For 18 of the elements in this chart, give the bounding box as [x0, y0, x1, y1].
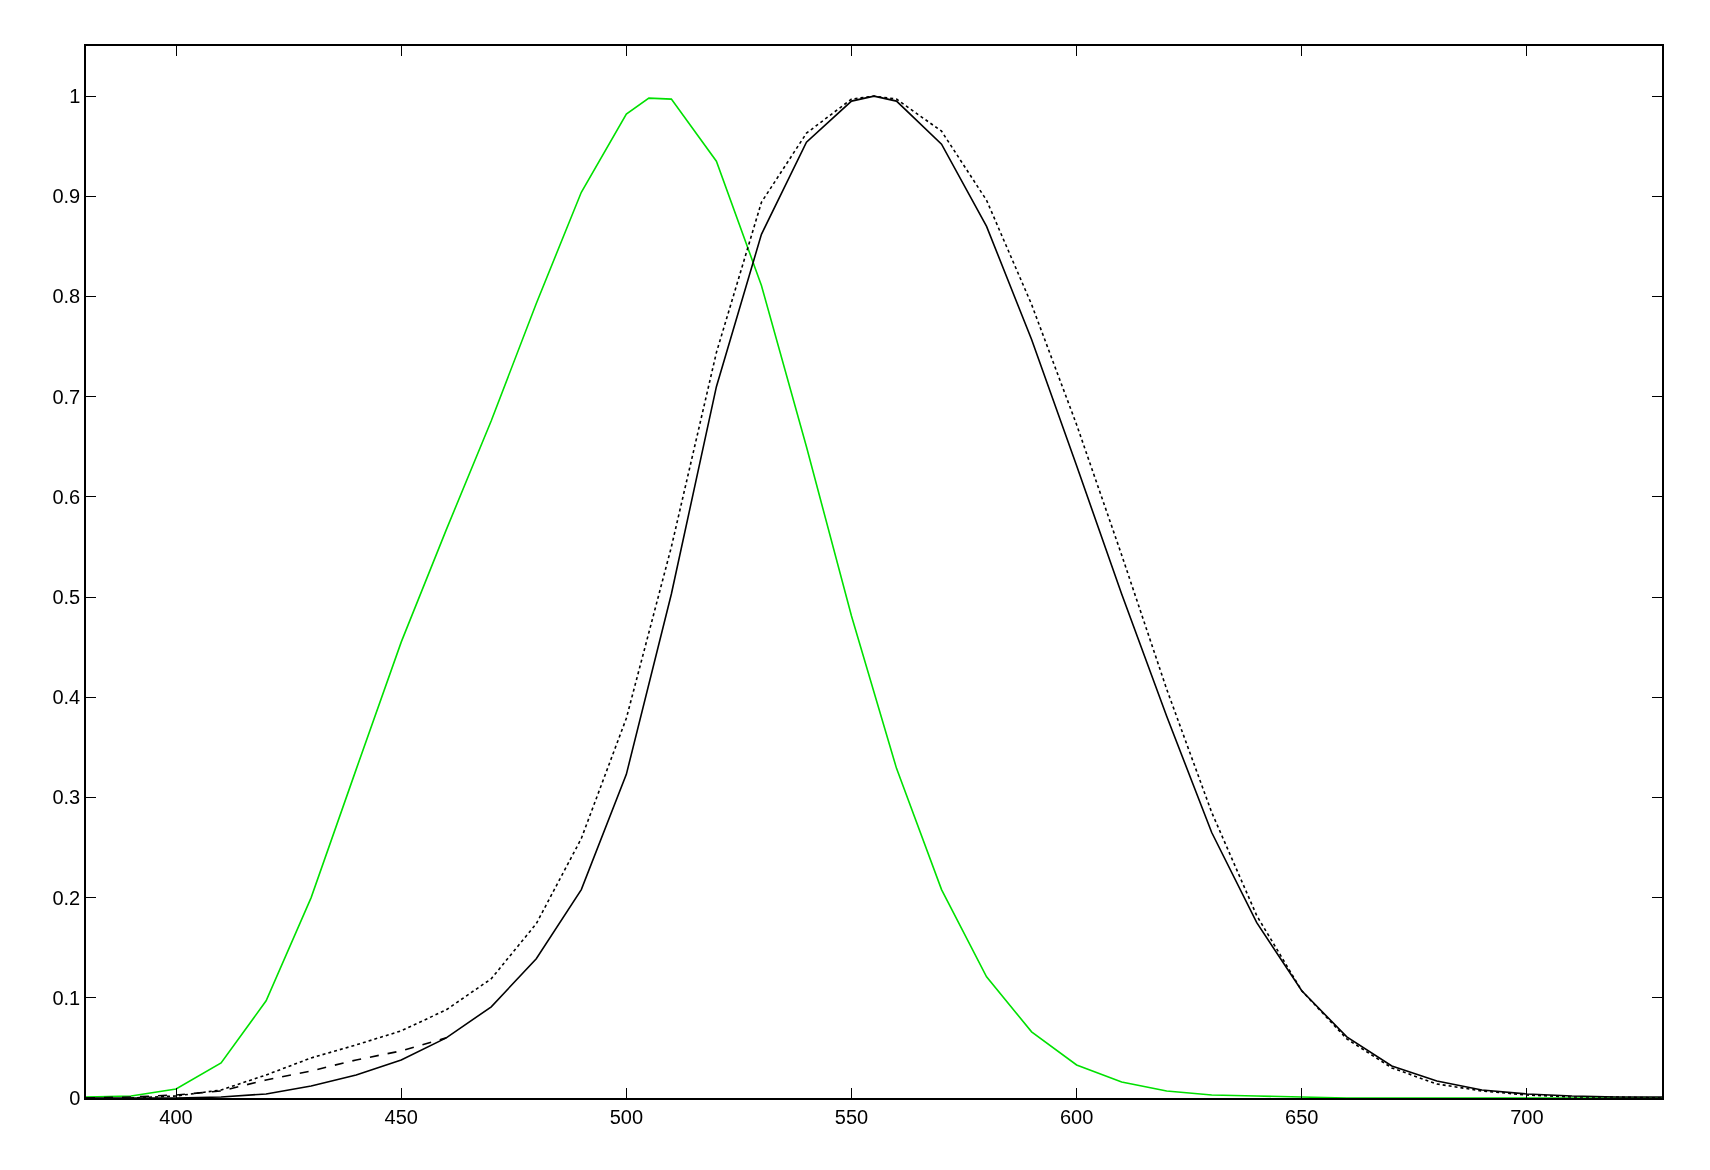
y-tick-label: 0.2 — [52, 886, 81, 909]
y-tick-label: 0.1 — [52, 986, 81, 1009]
y-tick-label: 0 — [69, 1087, 81, 1109]
x-tick-label: 600 — [1059, 1105, 1094, 1128]
x-tick-label: 650 — [1285, 1105, 1319, 1128]
y-tick-label: 1 — [69, 85, 81, 108]
y-tick-label: 0.4 — [52, 686, 81, 709]
x-tick-label: 500 — [609, 1105, 644, 1128]
y-tick-label: 0.8 — [52, 285, 81, 308]
y-tick-label: 0.6 — [52, 485, 81, 508]
y-tick-label: 0.5 — [52, 586, 81, 609]
x-tick-label: 400 — [159, 1105, 193, 1128]
y-tick-label: 0.3 — [52, 786, 81, 809]
x-tick-label: 450 — [384, 1105, 418, 1128]
x-tick-label: 700 — [1510, 1105, 1544, 1128]
y-tick-label: 0.7 — [52, 385, 81, 408]
y-tick-label: 0.9 — [52, 185, 81, 208]
x-tick-label: 550 — [834, 1105, 869, 1128]
